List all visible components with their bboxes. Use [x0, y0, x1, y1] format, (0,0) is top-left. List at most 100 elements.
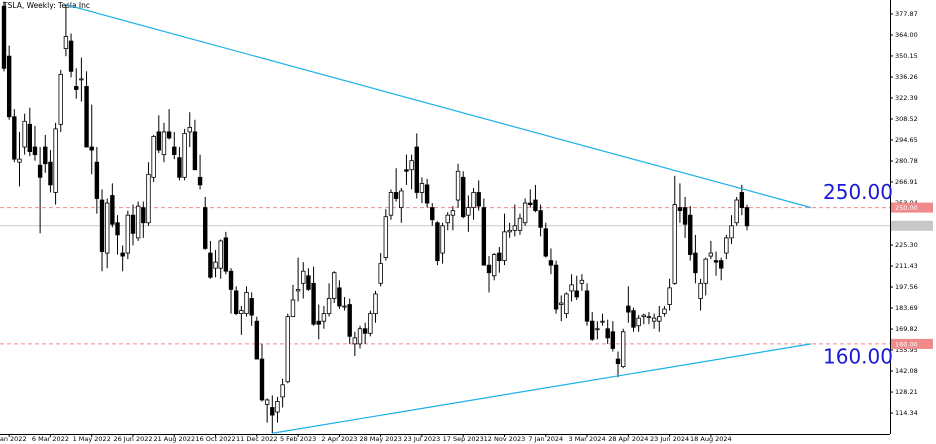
candle-body — [651, 317, 657, 322]
y-tick-label: 364.00 — [895, 31, 918, 39]
candle-body — [641, 314, 647, 318]
candle-body — [491, 254, 497, 277]
candle-body — [172, 146, 177, 156]
candle-body — [321, 313, 327, 322]
candle-body — [708, 252, 714, 257]
candle-body — [424, 184, 430, 204]
x-tick-label: 7 Jan 2024 — [528, 435, 563, 443]
candle-body — [445, 214, 450, 224]
candle-body — [662, 308, 667, 315]
level-box — [891, 338, 933, 349]
y-tick-label: 280.78 — [895, 157, 918, 165]
y-tick-label: 114.34 — [895, 409, 918, 417]
candle-body — [270, 407, 275, 416]
y-tick-label: 197.56 — [895, 283, 918, 291]
candle-body — [342, 305, 347, 308]
candle-body — [703, 258, 708, 284]
candle-body — [626, 305, 631, 313]
candle-body — [430, 207, 435, 221]
candle-body — [48, 161, 53, 186]
candle-body — [373, 293, 378, 315]
candle-body — [610, 331, 616, 349]
candle-body — [6, 55, 12, 118]
candle-body — [393, 192, 399, 199]
x-tick-label: 6 Mar 2022 — [32, 435, 69, 443]
candle-body — [192, 131, 198, 171]
y-tick-label: 294.65 — [895, 136, 918, 144]
candle-body — [620, 331, 626, 368]
candle-body — [435, 222, 440, 262]
candle-body — [615, 358, 621, 364]
candle-body — [409, 160, 414, 171]
candle-body — [63, 36, 69, 50]
candle-body — [419, 182, 425, 193]
candle-body — [522, 202, 528, 224]
candle-body — [693, 252, 698, 274]
candle-body — [223, 237, 229, 272]
candle-body — [84, 86, 89, 148]
candle-body — [68, 40, 74, 72]
candle-body — [130, 214, 136, 234]
y-tick-label: 169.82 — [895, 325, 918, 333]
candle-body — [481, 207, 487, 266]
candle-body — [182, 133, 187, 178]
candle-body — [295, 288, 301, 292]
x-tick-label: 18 Aug 2024 — [690, 435, 732, 443]
y-tick-label: 266.91 — [895, 178, 918, 186]
candle-body — [579, 279, 585, 284]
candle-body — [337, 287, 342, 307]
candle-body — [574, 290, 579, 298]
candle-body — [347, 304, 352, 337]
candle-body — [17, 158, 22, 163]
level-annotation: 160.00 — [823, 344, 893, 368]
candle-body — [729, 225, 734, 239]
candle-body — [533, 199, 538, 212]
candle-body — [528, 202, 533, 205]
candle-body — [99, 199, 105, 252]
level-box — [891, 202, 933, 213]
candle-body — [388, 192, 394, 216]
candle-body — [368, 313, 373, 334]
candle-body — [32, 146, 38, 156]
trendline — [65, 4, 812, 209]
candle-body — [218, 240, 223, 269]
y-tick-label: 336.26 — [895, 73, 918, 81]
candle-body — [197, 176, 203, 186]
x-tick-label: 26 Jun 2022 — [113, 435, 152, 443]
candle-body — [502, 231, 507, 262]
candle-body — [548, 260, 554, 266]
candle-body — [264, 399, 270, 405]
candle-body — [249, 298, 254, 316]
x-tick-label: 1 May 2022 — [73, 435, 111, 443]
candle-body — [739, 192, 745, 209]
candle-body — [27, 123, 32, 152]
candle-body — [538, 210, 543, 228]
x-tick-label: 23 Jun 2024 — [650, 435, 689, 443]
candle-body — [497, 252, 502, 262]
candle-body — [94, 161, 100, 199]
candle-body — [584, 290, 590, 322]
candle-body — [450, 210, 456, 216]
candle-body — [43, 146, 48, 165]
candle-body — [672, 204, 677, 284]
x-tick-label: 17 Sep 2023 — [443, 435, 484, 443]
x-tick-label: 2 Apr 2023 — [321, 435, 357, 443]
candle-body — [667, 287, 672, 305]
candle-body — [120, 252, 125, 257]
candle-body — [698, 282, 703, 299]
candle-body — [595, 328, 600, 331]
candle-body — [688, 214, 693, 255]
candle-body — [306, 275, 311, 290]
y-tick-label: 211.43 — [895, 262, 918, 270]
candle-body — [290, 299, 296, 318]
candle-body — [311, 282, 316, 325]
candle-body — [682, 207, 688, 225]
candle-body — [177, 157, 182, 178]
candle-body — [275, 401, 280, 413]
candle-body — [512, 225, 518, 231]
candle-body — [146, 173, 151, 224]
y-tick-label: 225.30 — [895, 241, 918, 249]
candle-body — [239, 310, 244, 315]
candle-body — [285, 316, 290, 383]
